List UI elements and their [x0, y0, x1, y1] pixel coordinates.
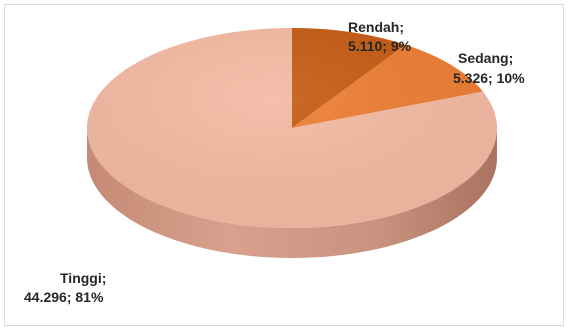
- slice-value-label-tinggi: 44.296; 81%: [24, 289, 104, 305]
- pie-top-shading: [87, 28, 497, 228]
- slice-category-label-rendah: Rendah;: [348, 19, 404, 35]
- pie-layer: [87, 28, 498, 258]
- slice-category-label-sedang: Sedang;: [458, 50, 513, 66]
- slice-value-label-rendah: 5.110; 9%: [348, 38, 412, 54]
- pie-side-wall: [87, 128, 497, 258]
- slice-category-label-tinggi: Tinggi;: [60, 270, 106, 286]
- slice-value-label-sedang: 5.326; 10%: [453, 70, 525, 86]
